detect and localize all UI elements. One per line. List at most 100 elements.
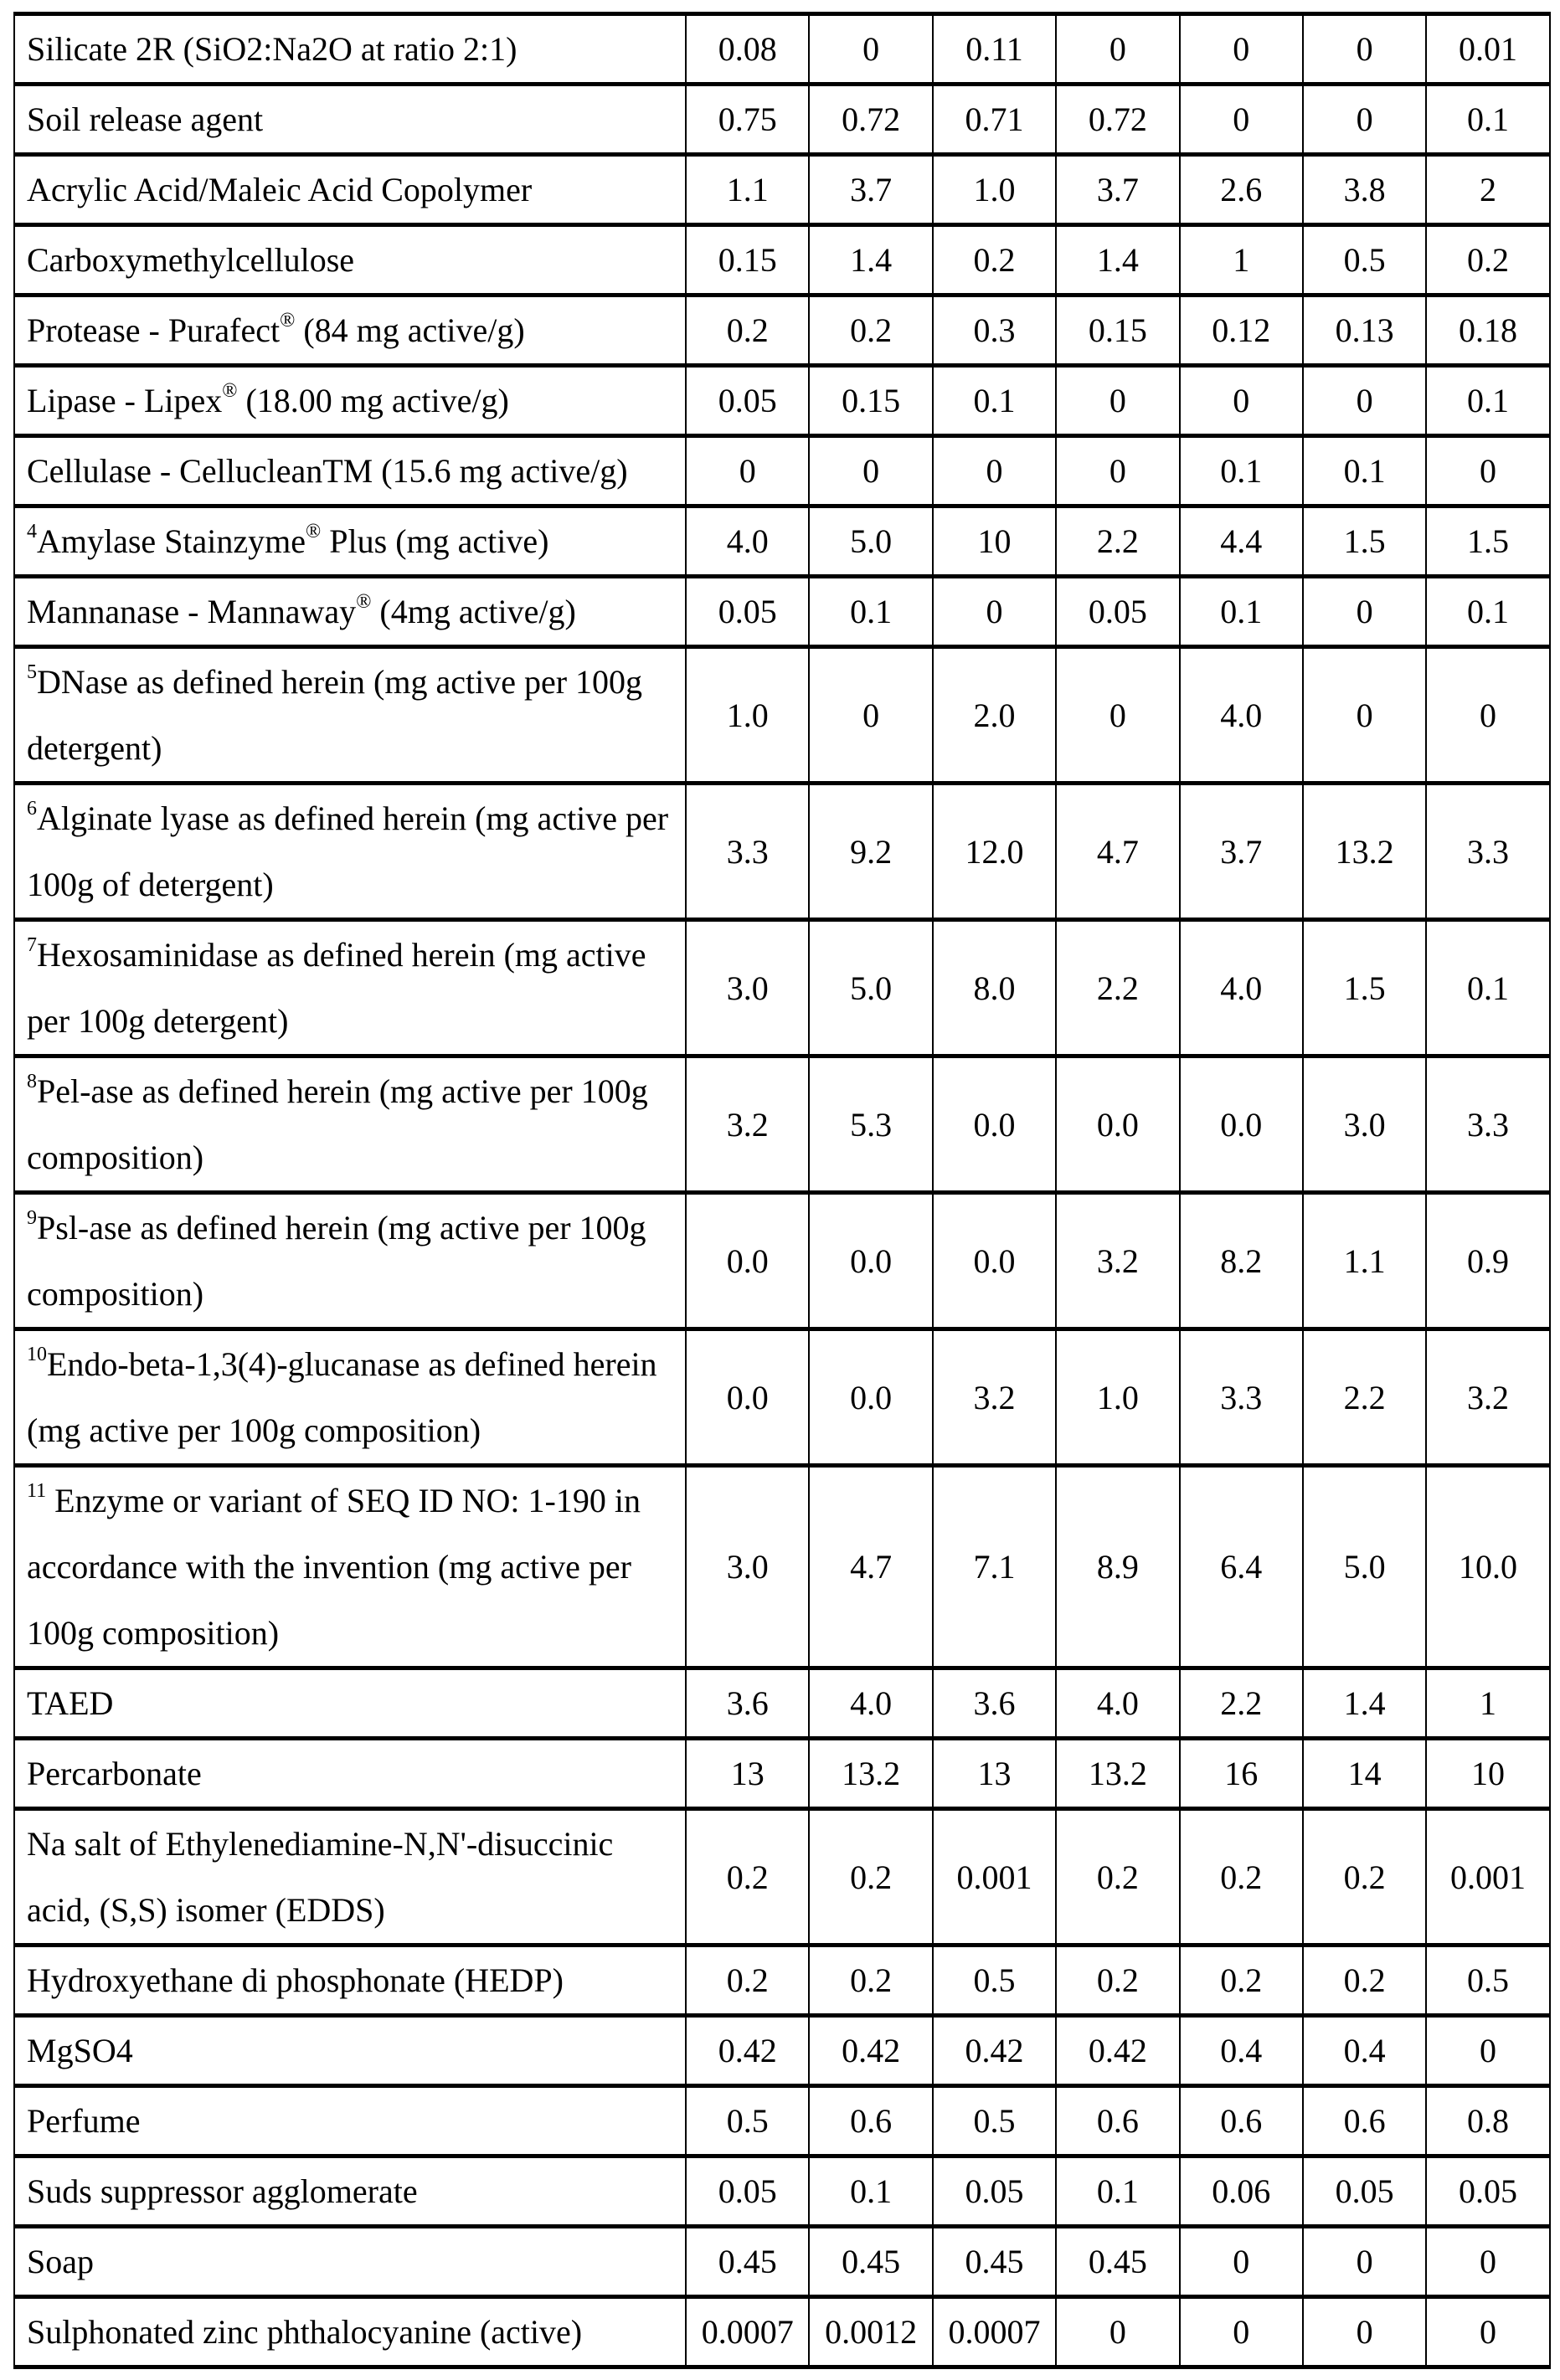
value-cell: 1.5	[1426, 506, 1549, 577]
value-cell: 0.4	[1180, 2016, 1303, 2086]
superscript: ®	[280, 310, 295, 332]
ingredient-name: Amylase Stainzyme	[37, 522, 306, 560]
value-cell: 0.0	[1180, 1056, 1303, 1193]
value-cell: 3.3	[1180, 1329, 1303, 1466]
value-cell: 0.45	[809, 2227, 932, 2297]
value-cell: 3.3	[1426, 1056, 1549, 1193]
table-row: 8Pel-ase as defined herein (mg active pe…	[14, 1056, 1550, 1193]
value-cell: 13.2	[1303, 784, 1426, 920]
ingredient-name: Carboxymethylcellulose	[27, 241, 354, 279]
table-row: 10Endo-beta-1,3(4)-glucanase as defined …	[14, 1329, 1550, 1466]
ingredient-cell: MgSO4	[14, 2016, 686, 2086]
superscript: ®	[222, 380, 237, 402]
ingredient-name: (4mg active/g)	[371, 593, 575, 630]
value-cell: 0.2	[1056, 1946, 1179, 2016]
table-row: Soil release agent0.750.720.710.72000.1	[14, 85, 1550, 155]
value-cell: 0.2	[1426, 225, 1549, 296]
value-cell: 0.6	[1303, 2086, 1426, 2156]
ingredient-name: Mannanase - Mannaway	[27, 593, 356, 630]
value-cell: 0.0	[933, 1193, 1056, 1329]
value-cell: 0.2	[1180, 1946, 1303, 2016]
value-cell: 16	[1180, 1739, 1303, 1809]
value-cell: 0.42	[686, 2016, 809, 2086]
value-cell: 0	[1303, 85, 1426, 155]
ingredient-name: Hexosaminidase as defined herein (mg act…	[27, 936, 646, 1040]
value-cell: 0.45	[933, 2227, 1056, 2297]
value-cell: 0.15	[686, 225, 809, 296]
value-cell: 0.2	[686, 1946, 809, 2016]
ingredient-cell: Protease - Purafect® (84 mg active/g)	[14, 296, 686, 366]
value-cell: 0	[1303, 647, 1426, 784]
value-cell: 0.0	[686, 1329, 809, 1466]
table-row: MgSO40.420.420.420.420.40.40	[14, 2016, 1550, 2086]
value-cell: 0.42	[933, 2016, 1056, 2086]
ingredient-cell: 7Hexosaminidase as defined herein (mg ac…	[14, 920, 686, 1056]
ingredient-cell: Mannanase - Mannaway® (4mg active/g)	[14, 577, 686, 647]
value-cell: 13	[933, 1739, 1056, 1809]
value-cell: 0.06	[1180, 2156, 1303, 2227]
value-cell: 0.8	[1426, 2086, 1549, 2156]
value-cell: 0	[1056, 14, 1179, 85]
value-cell: 0.2	[1303, 1946, 1426, 2016]
ingredient-cell: 6Alginate lyase as defined herein (mg ac…	[14, 784, 686, 920]
table-row: Soap0.450.450.450.45000	[14, 2227, 1550, 2297]
table-row: TAED3.64.03.64.02.21.41	[14, 1668, 1550, 1739]
table-row: Suds suppressor agglomerate0.050.10.050.…	[14, 2156, 1550, 2227]
value-cell: 0	[1056, 436, 1179, 506]
value-cell: 0.2	[686, 1809, 809, 1946]
value-cell: 0.11	[933, 14, 1056, 85]
value-cell: 0.2	[933, 225, 1056, 296]
value-cell: 1.4	[1056, 225, 1179, 296]
ingredient-name: Endo-beta-1,3(4)-glucanase as defined he…	[27, 1345, 657, 1449]
table-row: Mannanase - Mannaway® (4mg active/g)0.05…	[14, 577, 1550, 647]
value-cell: 4.4	[1180, 506, 1303, 577]
value-cell: 0.0	[809, 1193, 932, 1329]
ingredient-cell: Perfume	[14, 2086, 686, 2156]
value-cell: 8.9	[1056, 1466, 1179, 1668]
value-cell: 3.0	[686, 1466, 809, 1668]
value-cell: 0.0007	[933, 2297, 1056, 2367]
ingredient-cell: Sulphonated zinc phthalocyanine (active)	[14, 2297, 686, 2367]
ingredient-name: TAED	[27, 1684, 113, 1722]
value-cell: 0.0007	[686, 2297, 809, 2367]
ingredient-name: Enzyme or variant of SEQ ID NO: 1-190 in…	[27, 1482, 641, 1652]
value-cell: 0	[1303, 14, 1426, 85]
superscript: 7	[27, 934, 37, 956]
value-cell: 0	[1180, 366, 1303, 436]
ingredient-name: Soil release agent	[27, 100, 263, 138]
ingredient-cell: Percarbonate	[14, 1739, 686, 1809]
value-cell: 4.0	[1056, 1668, 1179, 1739]
value-cell: 3.6	[686, 1668, 809, 1739]
value-cell: 8.0	[933, 920, 1056, 1056]
value-cell: 0.42	[1056, 2016, 1179, 2086]
value-cell: 0.08	[686, 14, 809, 85]
value-cell: 1.5	[1303, 920, 1426, 1056]
value-cell: 0.5	[933, 2086, 1056, 2156]
value-cell: 0	[809, 436, 932, 506]
table-row: 9Psl-ase as defined herein (mg active pe…	[14, 1193, 1550, 1329]
ingredient-name: Soap	[27, 2243, 94, 2280]
value-cell: 0.15	[809, 366, 932, 436]
value-cell: 4.0	[686, 506, 809, 577]
value-cell: 0	[1180, 85, 1303, 155]
table-row: Protease - Purafect® (84 mg active/g)0.2…	[14, 296, 1550, 366]
value-cell: 3.0	[686, 920, 809, 1056]
value-cell: 1.4	[809, 225, 932, 296]
ingredient-cell: 9Psl-ase as defined herein (mg active pe…	[14, 1193, 686, 1329]
value-cell: 0.6	[1180, 2086, 1303, 2156]
value-cell: 3.7	[1180, 784, 1303, 920]
value-cell: 0.0	[1056, 1056, 1179, 1193]
ingredient-cell: Na salt of Ethylenediamine-N,N'-disuccin…	[14, 1809, 686, 1946]
value-cell: 0.6	[809, 2086, 932, 2156]
value-cell: 0	[1426, 2297, 1549, 2367]
value-cell: 2.2	[1056, 506, 1179, 577]
value-cell: 4.7	[809, 1466, 932, 1668]
ingredient-cell: Cellulase - CellucleanTM (15.6 mg active…	[14, 436, 686, 506]
value-cell: 0.5	[933, 1946, 1056, 2016]
value-cell: 0.72	[1056, 85, 1179, 155]
ingredient-name: Psl-ase as defined herein (mg active per…	[27, 1209, 646, 1313]
value-cell: 3.2	[1426, 1329, 1549, 1466]
value-cell: 0.75	[686, 85, 809, 155]
value-cell: 0	[1426, 647, 1549, 784]
table-row: Cellulase - CellucleanTM (15.6 mg active…	[14, 436, 1550, 506]
